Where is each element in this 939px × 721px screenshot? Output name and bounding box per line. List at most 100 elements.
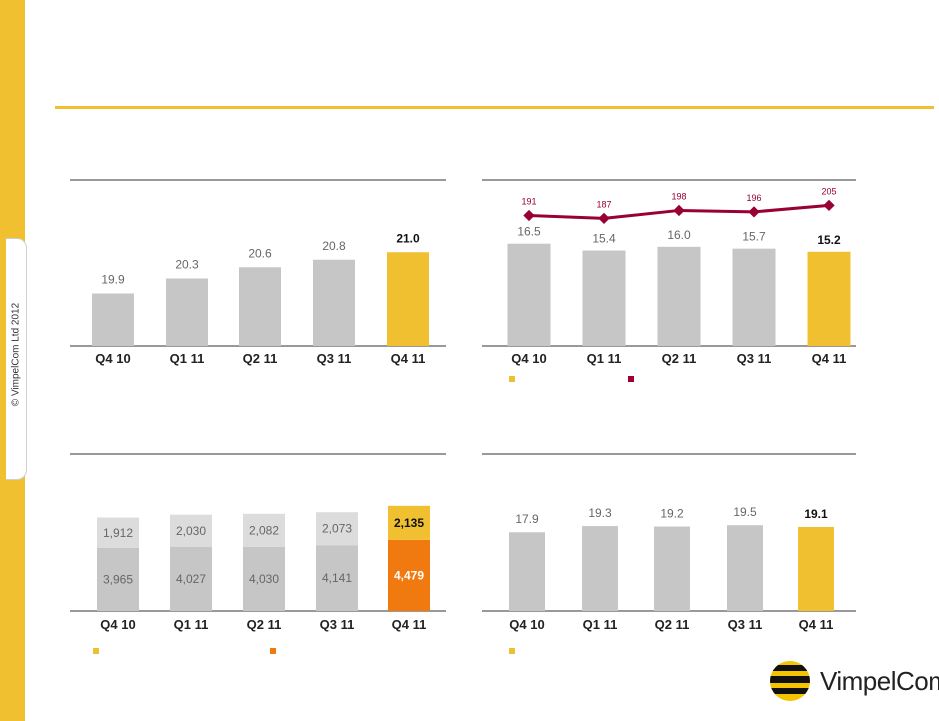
bar [239,267,281,346]
x-tick-label: Q4 11 [392,617,427,632]
logo-ball-icon [770,661,810,701]
bar-segment-top [170,514,212,547]
data-label-bottom: 4,479 [394,568,424,582]
chart-3-legend-top [93,648,105,654]
x-tick-label: Q4 10 [95,351,130,366]
data-label-bottom: 4,030 [249,572,279,586]
data-label-bottom: 3,965 [103,572,133,586]
chart-panel-2: 16.5 Q4 10 15.4 Q1 11 16.0 Q2 11 15.7 Q3 11 15.2… [482,178,856,383]
data-label: 20.8 [322,239,346,253]
x-tick-label: Q4 10 [100,617,135,632]
line-point [523,209,535,222]
line-data-label: 205 [821,186,836,196]
x-tick-label: Q3 11 [320,617,355,632]
line-data-label: 196 [746,193,761,203]
x-tick-label: Q3 11 [317,351,352,366]
bar-segment-bottom [243,546,285,611]
x-tick-label: Q4 10 [509,617,544,632]
data-label: 20.3 [175,258,199,272]
data-label-bottom: 4,027 [176,572,206,586]
copyright-tab: © VimpelCom Ltd 2012 [6,238,27,480]
chart-3-legend-bottom [270,648,282,654]
data-label: 19.3 [588,506,612,520]
data-label: 16.5 [517,225,541,239]
bar-segment-bottom [170,546,212,611]
chart-2-legend-bars [509,376,521,382]
legend-swatch-orange [270,648,276,654]
title-divider [55,106,934,109]
x-tick-label: Q3 11 [737,351,772,366]
data-label: 17.9 [515,512,539,526]
chart-1: 19.9 Q4 10 20.3 Q1 11 20.6 Q2 11 20.8 Q3 11 21.0… [70,179,446,366]
bar [582,526,618,611]
x-tick-label: Q1 11 [170,351,205,366]
data-label: 15.7 [742,230,766,244]
data-label-top: 2,030 [176,524,206,538]
x-tick-label: Q1 11 [583,617,618,632]
data-label: 20.6 [248,246,272,260]
bar [807,251,851,346]
x-tick-label: Q3 11 [728,617,763,632]
chart-2: 16.5 Q4 10 15.4 Q1 11 16.0 Q2 11 15.7 Q3 11 15.2… [482,179,856,366]
bar [166,278,208,346]
bar [582,250,626,346]
bar [654,526,690,611]
chart-panel-4: 17.9 Q4 10 19.3 Q1 11 19.2 Q2 11 19.5 Q3 11 19.1… [482,452,856,657]
data-label-top: 2,135 [394,516,424,530]
chart-4: 17.9 Q4 10 19.3 Q1 11 19.2 Q2 11 19.5 Q3 11 19.1… [482,453,856,632]
x-tick-label: Q4 11 [391,351,426,366]
legend-swatch-yellow [93,648,99,654]
bar [507,243,551,346]
bar [313,259,355,346]
chart-3: 3,965 1,912 Q4 10 4,027 2,030 Q1 11 4,030 2,082… [70,453,446,632]
data-label: 15.4 [592,232,616,246]
data-label: 21.0 [396,231,420,245]
copyright-text: © VimpelCom Ltd 2012 [10,302,22,407]
x-tick-label: Q4 11 [799,617,834,632]
x-tick-label: Q2 11 [662,351,697,366]
bar-segment-top [388,505,430,540]
x-tick-label: Q1 11 [587,351,622,366]
bar [509,532,545,611]
x-tick-label: Q2 11 [243,351,278,366]
line-data-label: 191 [521,196,536,206]
chart-panel-1: 19.9 Q4 10 20.3 Q1 11 20.6 Q2 11 20.8 Q3 11 21.0… [70,178,446,383]
x-tick-label: Q2 11 [655,617,690,632]
legend-swatch-yellow [509,376,515,382]
data-label: 15.2 [817,233,841,247]
bar-segment-top [316,512,358,546]
x-tick-label: Q2 11 [247,617,282,632]
bar [727,525,763,611]
bar-segment-bottom [316,545,358,611]
chart-panel-3: 3,965 1,912 Q4 10 4,027 2,030 Q1 11 4,030 2,082… [70,452,446,657]
line-point [823,199,835,212]
chart-4-legend [509,648,521,654]
logo-text: VimpelCom [820,666,939,696]
data-label: 19.2 [660,507,684,521]
vimpelcom-logo: VimpelCom [768,658,939,704]
line-data-label: 198 [671,191,686,201]
data-label-top: 2,073 [322,522,352,536]
bar [92,293,134,346]
line-point [673,204,685,217]
data-label-top: 1,912 [103,526,133,540]
bar-segment-top [97,517,139,548]
data-label: 16.0 [667,228,691,242]
bar-segment-top [243,513,285,547]
line-point [748,206,760,218]
data-label: 19.5 [733,505,757,519]
bar [387,252,429,346]
bar-segment-bottom [388,539,430,611]
x-tick-label: Q4 10 [511,351,546,366]
bar-segment-bottom [97,547,139,611]
data-label-top: 2,082 [249,523,279,537]
data-label-bottom: 4,141 [322,571,352,585]
bar [732,248,776,346]
line-data-label: 187 [596,199,611,209]
line-point [598,212,610,225]
data-label: 19.9 [101,273,125,287]
legend-swatch-yellow [509,648,515,654]
bar [798,526,834,611]
legend-swatch-maroon [628,376,634,382]
chart-2-legend-line [628,376,640,382]
